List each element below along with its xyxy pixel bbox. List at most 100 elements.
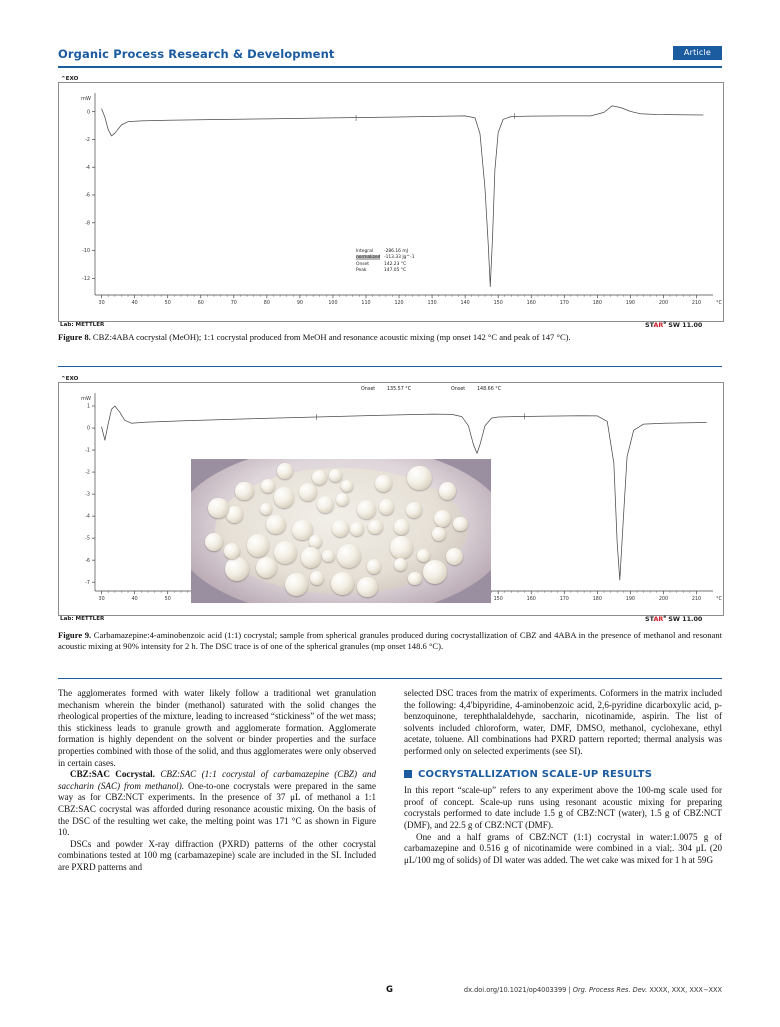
- granule-bead: [260, 502, 273, 516]
- figure9-exo-label: ^EXO: [61, 376, 79, 382]
- journal-title: Organic Process Research & Development: [58, 47, 335, 61]
- left-paragraph-1: The agglomerates formed with water likel…: [58, 688, 376, 768]
- svg-text:-8: -8: [85, 220, 90, 226]
- figure8-exo-label: ^EXO: [61, 76, 79, 82]
- svg-text:210: 210: [692, 596, 701, 602]
- granule-bead: [292, 519, 314, 541]
- figure8-caption: Figure 8. CBZ:4ABA cocrystal (MeOH); 1:1…: [58, 332, 722, 343]
- svg-text:-7: -7: [85, 580, 90, 586]
- svg-text:200: 200: [659, 300, 668, 306]
- granule-bead: [235, 481, 254, 501]
- granule-bead: [298, 482, 318, 502]
- svg-text:0: 0: [87, 426, 90, 432]
- svg-text:140: 140: [461, 300, 470, 306]
- right-paragraph-3: One and a half grams of CBZ:NCT (1:1) co…: [404, 831, 722, 865]
- figure8-software-label: STARe SW 11.00: [645, 320, 703, 330]
- figure8-divider: [58, 366, 722, 368]
- left-paragraph-3: DSCs and powder X-ray diffraction (PXRD)…: [58, 838, 376, 872]
- header-rule: [58, 66, 722, 68]
- granule-bead: [438, 482, 457, 500]
- svg-text:210: 210: [692, 300, 701, 306]
- figure9-onset-value-1: 148.66 °C: [477, 387, 502, 392]
- figure8-annotation-key-2: Onset: [356, 261, 369, 267]
- svg-text:50: 50: [165, 300, 171, 306]
- left-paragraph-2: CBZ:SAC Cocrystal. CBZ:SAC (1:1 cocrysta…: [58, 769, 376, 839]
- right-paragraph-1: selected DSC traces from the matrix of e…: [404, 688, 722, 756]
- figure8-annotation-value-2: 142.23 °C: [384, 261, 407, 267]
- figure8-caption-text: CBZ:4ABA cocrystal (MeOH); 1:1 cocrystal…: [90, 332, 571, 342]
- svg-text:-3: -3: [85, 492, 90, 498]
- svg-text:-4: -4: [85, 514, 90, 520]
- article-type-badge: Article: [672, 46, 722, 60]
- figure8-annotation-key-1: normalized: [356, 255, 381, 261]
- figure8-annotation-key-0: Integral: [356, 249, 374, 254]
- granule-bead: [336, 543, 361, 569]
- granule-bead: [284, 573, 308, 597]
- cbz-sac-run-in-head: CBZ:SAC Cocrystal.: [70, 769, 155, 780]
- body-column-right: selected DSC traces from the matrix of e…: [404, 688, 722, 866]
- body-column-left: The agglomerates formed with water likel…: [58, 688, 376, 874]
- svg-text:150: 150: [494, 596, 503, 602]
- svg-text:80: 80: [264, 300, 270, 306]
- svg-text:-2: -2: [85, 470, 90, 476]
- figure8-annotation-value-1: -113.33 Jg^-1: [384, 255, 415, 261]
- svg-text:190: 190: [626, 596, 635, 602]
- figure8-annotation-value-0: -286.16 mJ: [384, 249, 408, 254]
- figure8-lab-label: Lab: METTLER: [60, 322, 105, 328]
- svg-text:90: 90: [297, 300, 303, 306]
- granule-bead: [341, 480, 354, 493]
- granule-bead: [332, 519, 350, 537]
- granule-photograph: [191, 459, 491, 603]
- granule-bead: [322, 549, 335, 563]
- figure9-onset-label-0: Onset: [361, 387, 376, 392]
- figure9-divider: [58, 678, 722, 680]
- granule-bead: [255, 556, 278, 579]
- svg-text:-10: -10: [82, 248, 90, 254]
- svg-text:190: 190: [626, 300, 635, 306]
- granule-bead: [423, 559, 448, 584]
- page-number: G: [386, 985, 393, 995]
- granule-bead: [261, 479, 276, 494]
- granule-bead: [349, 521, 365, 537]
- figure9-onset-value-0: 135.57 °C: [387, 387, 412, 392]
- granule-bead: [417, 549, 430, 562]
- svg-text:170: 170: [560, 596, 569, 602]
- figure9-caption: Figure 9. Carbamazepine:4-aminobenzoic a…: [58, 630, 722, 653]
- granule-bead: [368, 519, 384, 535]
- svg-text:200: 200: [659, 596, 668, 602]
- granule-bead: [277, 463, 293, 479]
- svg-text:-6: -6: [85, 193, 90, 199]
- svg-text:110: 110: [361, 300, 370, 306]
- granule-bead: [274, 540, 298, 564]
- svg-text:-2: -2: [85, 137, 90, 143]
- figure9-software-label: STARe SW 11.00: [645, 614, 703, 624]
- granule-bead: [246, 533, 270, 557]
- granule-bead: [328, 469, 342, 482]
- granule-bead: [433, 509, 451, 528]
- granule-bead: [310, 571, 325, 585]
- svg-text:40: 40: [132, 596, 138, 602]
- cbz-sac-italic-definition: CBZ:SAC (1:1 cocrystal of carbamazepine …: [58, 769, 376, 791]
- granule-bead: [300, 547, 322, 568]
- granule-bead: [316, 496, 335, 514]
- granule-bead: [205, 532, 224, 551]
- granule-bead: [431, 526, 446, 541]
- figure9-caption-label: Figure 9.: [58, 630, 92, 640]
- section-heading-text: COCRYSTALLIZATION SCALE-UP RESULTS: [418, 768, 653, 780]
- granule-bead: [378, 499, 395, 516]
- granule-bead: [266, 514, 286, 535]
- svg-text:160: 160: [527, 300, 536, 306]
- svg-text:70: 70: [231, 300, 237, 306]
- figure8-chart: 0 -2 -4 -6 -8 -10 -12 mW 30 40 50 60 70 80 90 100 110 120…: [58, 82, 724, 322]
- svg-text:-5: -5: [85, 536, 90, 542]
- svg-text:0: 0: [87, 109, 90, 115]
- granule-bead: [208, 497, 229, 518]
- doi-footer: dx.doi.org/10.1021/op4003399 | Org. Proc…: [463, 986, 722, 994]
- figure9-lab-label: Lab: METTLER: [60, 616, 105, 622]
- granule-bead: [356, 500, 376, 519]
- svg-text:°C: °C: [716, 596, 722, 602]
- granule-bead: [406, 465, 432, 491]
- svg-text:150: 150: [494, 300, 503, 306]
- granule-bead: [226, 506, 244, 523]
- granule-bead: [408, 572, 422, 586]
